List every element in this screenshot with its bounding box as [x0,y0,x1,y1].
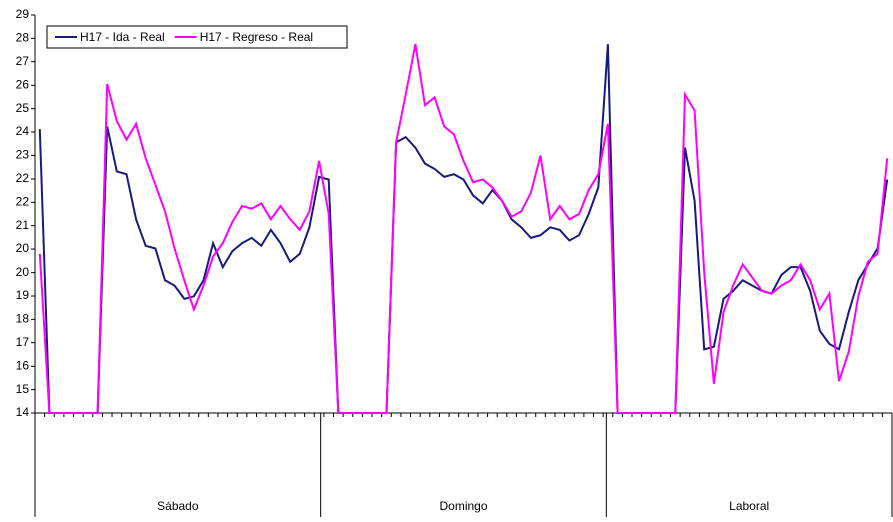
y-tick-label: 25 [16,101,30,115]
y-tick-label: 19 [16,288,30,302]
y-tick-label: 27 [16,54,30,68]
group-label: Domingo [439,499,487,513]
group-label: Sábado [157,499,199,513]
y-tick-label: 22 [16,194,30,208]
y-tick-label: 29 [16,7,30,21]
y-tick-label: 18 [16,312,30,326]
y-tick-label: 16 [16,358,30,372]
y-tick-label: 28 [16,31,30,45]
y-tick-label: 17 [16,335,30,349]
group-label: Laboral [729,499,769,513]
legend-label: H17 - Ida - Real [80,30,165,44]
y-tick-label: 15 [16,382,30,396]
y-tick-label: 22 [16,171,30,185]
y-tick-label: 20 [16,241,30,255]
y-tick-label: 14 [16,405,30,419]
y-tick-label: 23 [16,148,30,162]
series-line [38,44,889,414]
y-tick-label: 20 [16,265,30,279]
y-tick-label: 21 [16,218,30,232]
y-tick-label: 24 [16,124,30,138]
legend-box [46,25,348,49]
y-tick-label: 26 [16,77,30,91]
series-line [38,44,889,414]
legend-label: H17 - Regreso - Real [200,30,313,44]
